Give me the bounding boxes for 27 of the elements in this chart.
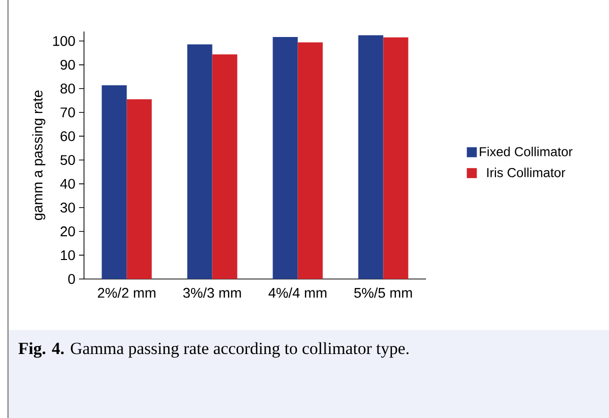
- y-tick-label: 20: [60, 226, 75, 236]
- x-tick-label: 3%/3 mm: [183, 288, 241, 298]
- bar: [383, 37, 408, 279]
- y-tick-label: 10: [60, 250, 75, 260]
- y-axis-title: gamm a passing rate: [32, 90, 46, 220]
- bar: [272, 36, 298, 279]
- bar: [187, 44, 212, 279]
- y-tick-label: 30: [60, 202, 75, 213]
- text: Fig. 4. Gamma passing rate according to collimator type.: [18, 342, 408, 358]
- y-tick-label: 60: [60, 131, 75, 142]
- x-tick-label: 5%/5 mm: [354, 288, 412, 298]
- x-tick-label: 2%/2 mm: [98, 288, 156, 298]
- bar: [102, 85, 127, 279]
- y-tick-label: 50: [60, 155, 75, 165]
- bar: [358, 35, 384, 279]
- legend-label: Fixed Collimator: [480, 146, 572, 156]
- bar: [126, 99, 152, 279]
- y-tick-label: 80: [60, 84, 75, 94]
- bar: [212, 54, 238, 279]
- y-tick-label: 0: [68, 274, 75, 284]
- x-tick-label: 4%/4 mm: [268, 288, 326, 298]
- y-tick-label: 90: [60, 60, 75, 70]
- y-tick-label: 70: [60, 107, 75, 118]
- y-tick-label: 100: [53, 36, 75, 46]
- bar: [298, 42, 323, 279]
- y-tick-label: 40: [60, 178, 75, 189]
- legend-label: Iris Collimator: [487, 168, 566, 178]
